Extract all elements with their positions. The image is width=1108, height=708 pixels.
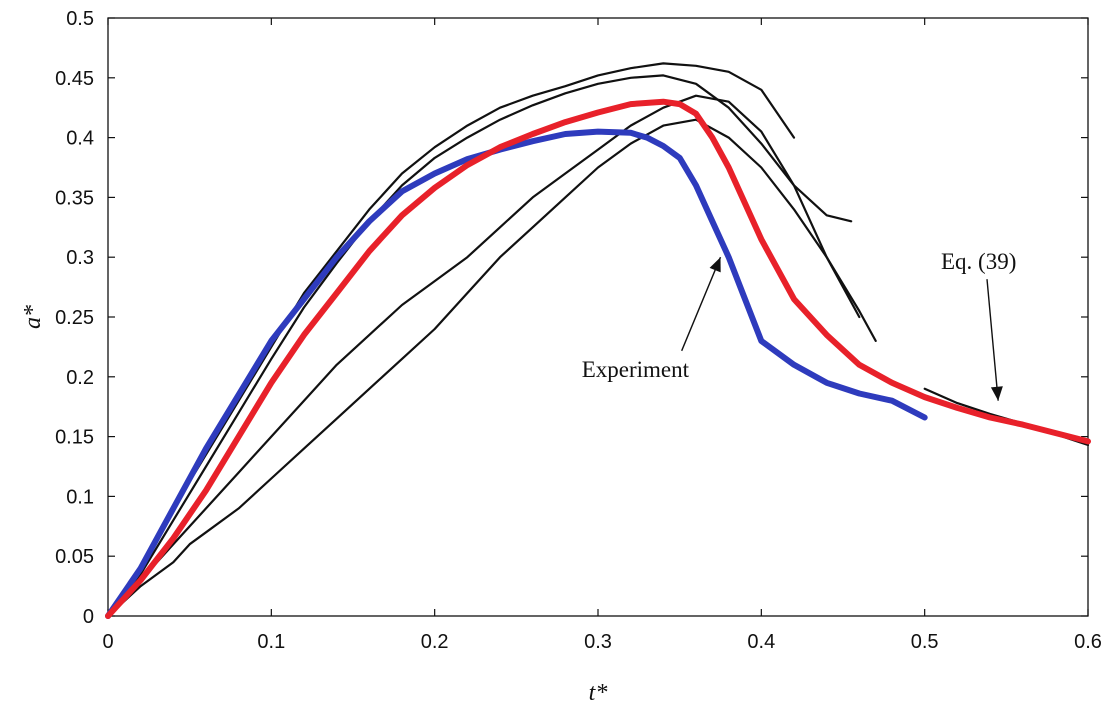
- annotation-arrow-line: [986, 279, 999, 401]
- annotation-arrow-head: [709, 257, 721, 273]
- annotation-arrow-line: [681, 256, 722, 352]
- y-tick-label: 0.5: [66, 8, 94, 30]
- series-line-black-4: [106, 118, 877, 618]
- y-tick-label: 0.05: [55, 546, 94, 568]
- x-tick-label: 0.3: [584, 631, 612, 653]
- x-tick-label: 0.5: [911, 631, 939, 653]
- y-tick-label: 0.1: [66, 486, 94, 508]
- x-axis-label: t*: [589, 680, 608, 706]
- series-layer: [105, 62, 1091, 619]
- x-tick-label: 0.4: [747, 631, 775, 653]
- y-tick-label: 0.35: [55, 187, 94, 209]
- y-tick-label: 0.4: [66, 128, 94, 150]
- x-tick-label: 0.6: [1074, 631, 1102, 653]
- ticks: 0 0.1 0.2 0.3 0.4 0.5 0.6 0 0.05 0.1 0.15 0.2 0.25 0.…: [55, 8, 1102, 653]
- series-line-blue: [105, 128, 928, 619]
- series-line-red: [105, 98, 1091, 619]
- y-tick-label: 0: [83, 606, 94, 628]
- annotation-experiment: Experiment: [582, 357, 690, 382]
- plot-area-frame: [107, 17, 1089, 617]
- y-tick-label: 0.25: [55, 307, 94, 329]
- annotation-eq-39: Eq. (39): [941, 249, 1016, 274]
- y-tick-label: 0.2: [66, 367, 94, 389]
- series-line-black-5: [106, 94, 861, 618]
- series-line-black-3: [106, 74, 853, 618]
- x-tick-label: 0: [102, 631, 113, 653]
- y-axis-label: a*: [20, 305, 46, 329]
- annotation-arrow-head: [990, 386, 1003, 401]
- y-tick-label: 0.15: [55, 427, 94, 449]
- x-tick-label: 0.2: [421, 631, 449, 653]
- y-tick-label: 0.3: [66, 247, 94, 269]
- series-line-black-2: [106, 62, 796, 618]
- x-tick-label: 0.1: [257, 631, 285, 653]
- y-tick-label: 0.45: [55, 68, 94, 90]
- annotation-layer: Experiment Eq. (39): [582, 249, 1016, 401]
